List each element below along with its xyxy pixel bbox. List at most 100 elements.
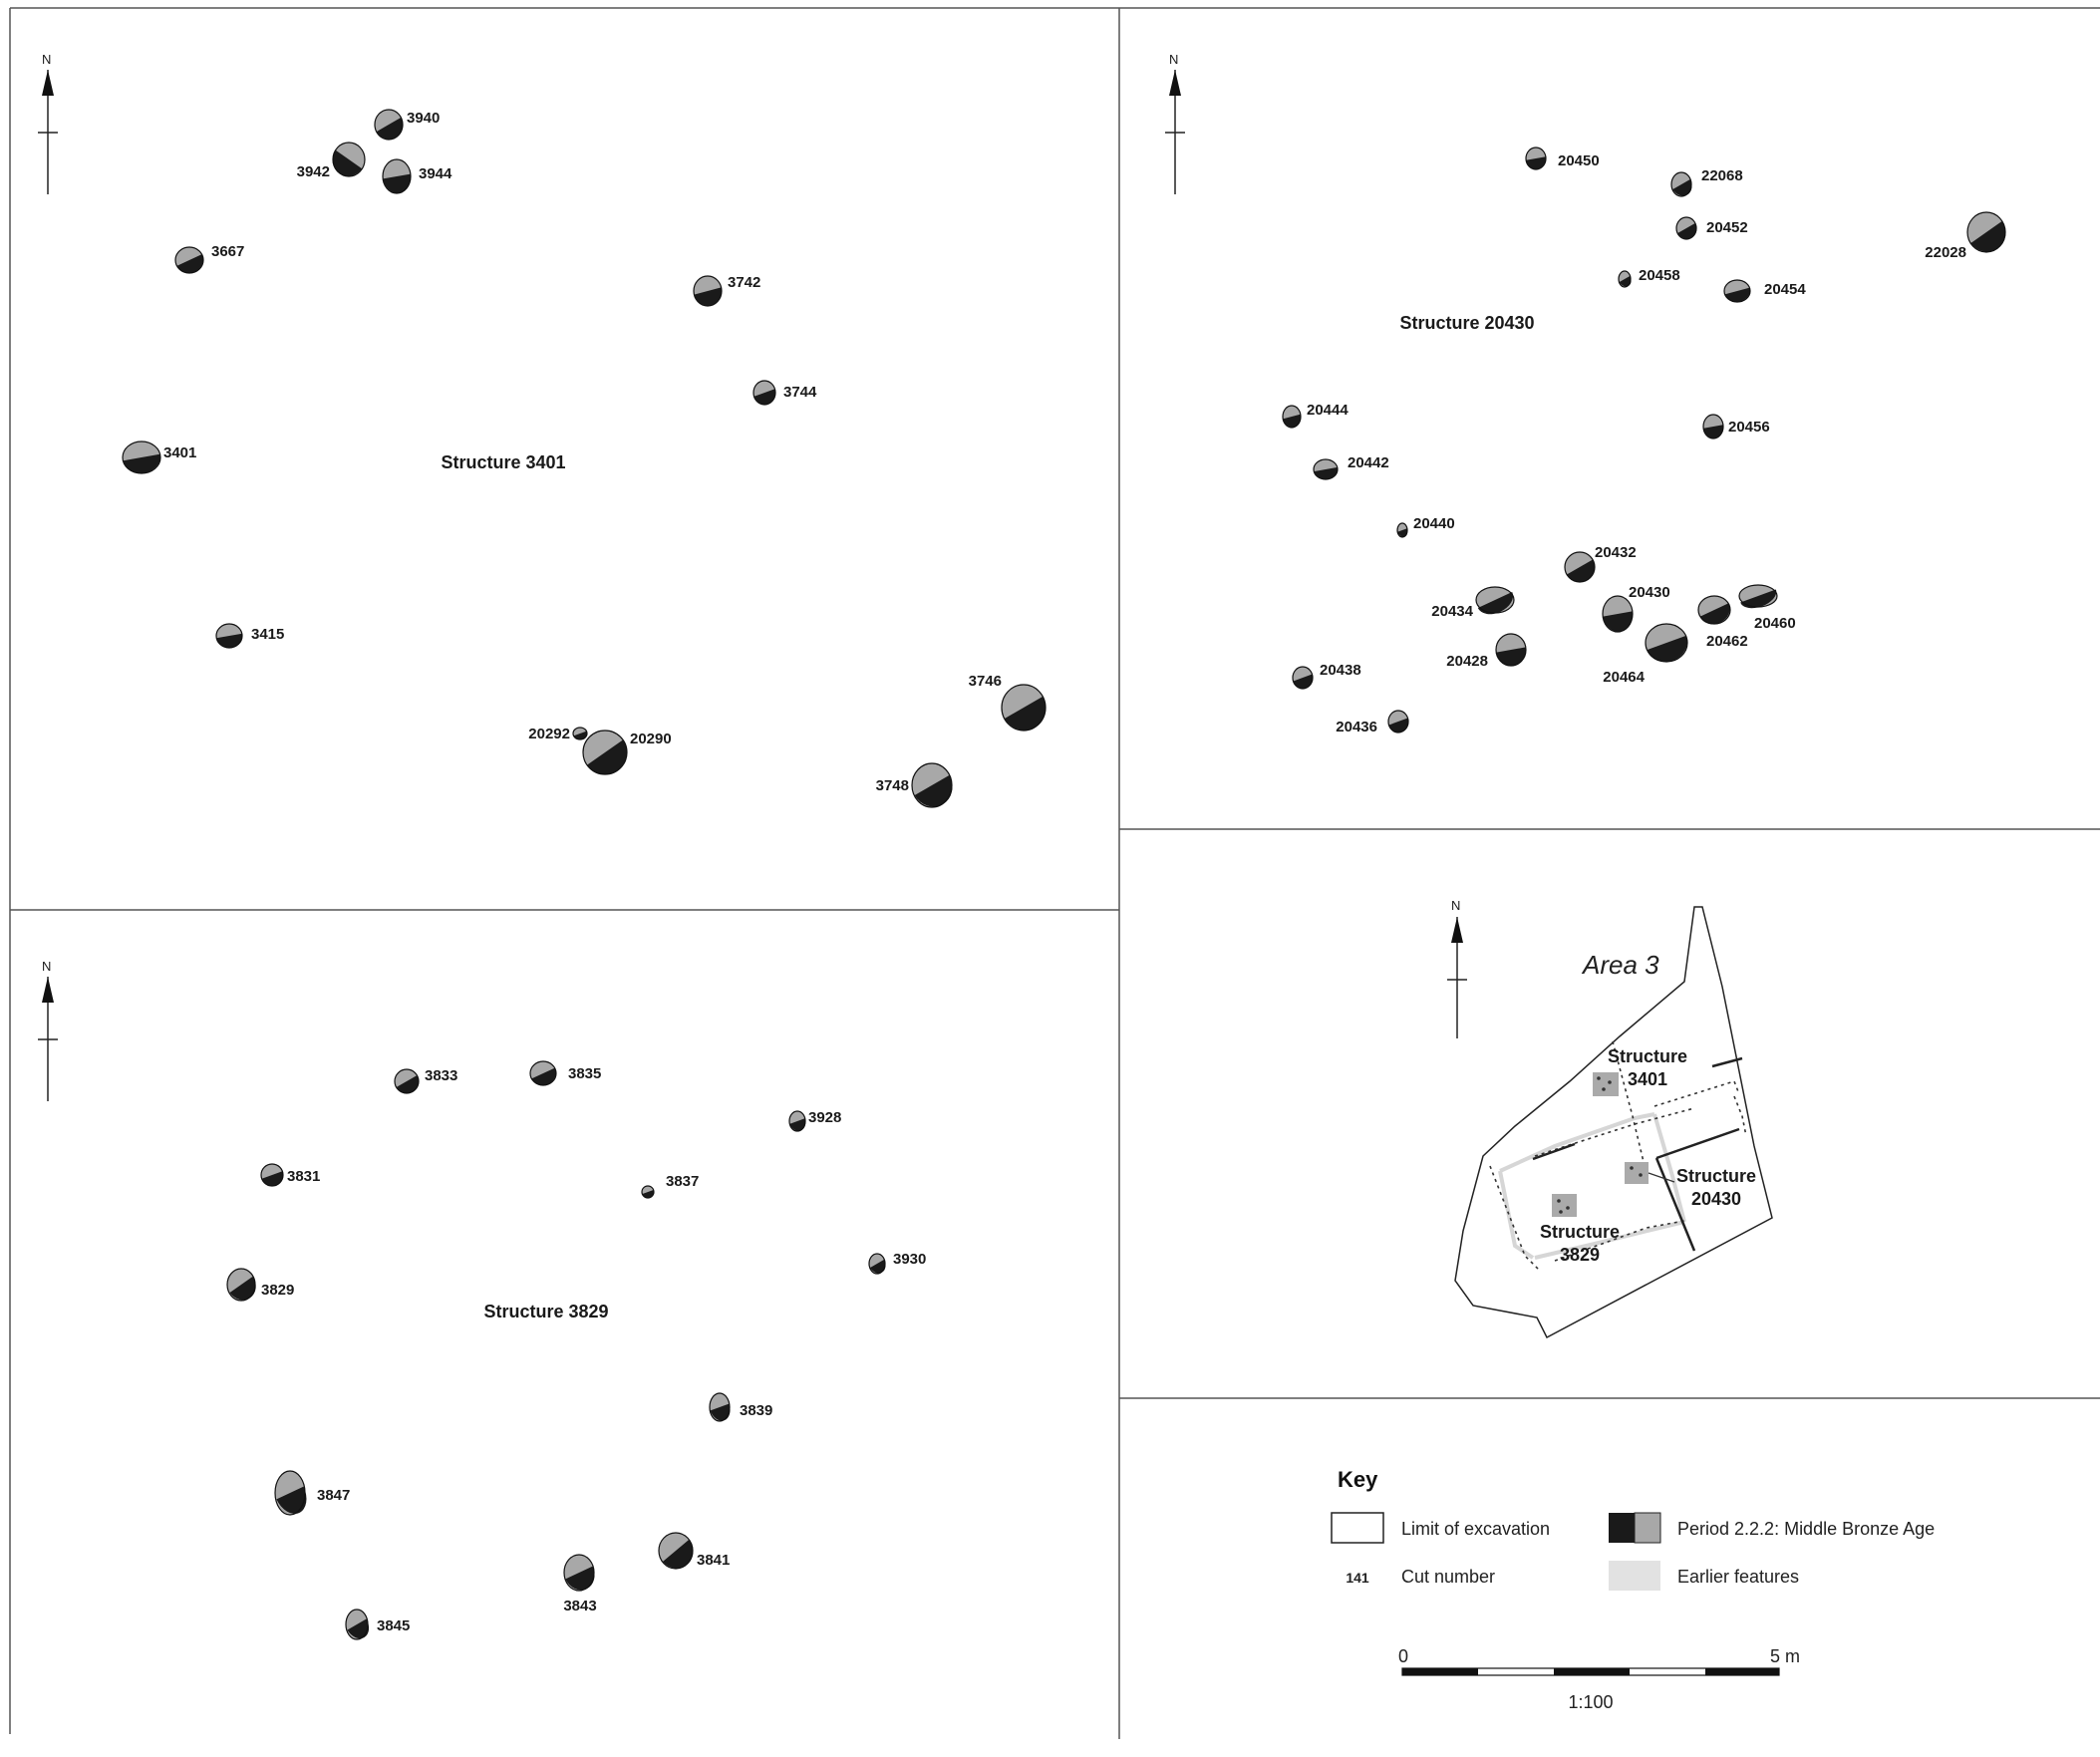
cut-number-label: 20434 bbox=[1431, 603, 1473, 620]
feature-group: 20450 22068 20452 22028 20458 20454 20444 20456… bbox=[1280, 146, 2014, 735]
feature-22028: 22028 bbox=[1925, 211, 2014, 261]
feature-3401: 3401 bbox=[120, 440, 196, 477]
north-label: N bbox=[1451, 898, 1460, 913]
feature-3415: 3415 bbox=[214, 623, 284, 651]
key-limit-swatch bbox=[1331, 1512, 1384, 1544]
feature-20290: 20290 bbox=[582, 730, 672, 783]
north-arrow-icon: N bbox=[1165, 52, 1185, 194]
cut-number-label: 3942 bbox=[297, 163, 330, 180]
structure-title: Structure 3401 bbox=[441, 452, 565, 472]
structure-marker-20430 bbox=[1625, 1162, 1675, 1184]
panel-dividers bbox=[9, 7, 2100, 1739]
feature-3942: 3942 bbox=[297, 142, 366, 183]
feature-20462: 20462 bbox=[1695, 595, 1748, 650]
map-label-structure-3829-line2: 3829 bbox=[1560, 1245, 1600, 1265]
map-key: Key Limit of excavation Period 2.2.2: Mi… bbox=[1331, 1467, 1935, 1591]
north-label: N bbox=[42, 52, 51, 67]
feature-22068: 22068 bbox=[1668, 167, 1743, 200]
cut-number-label: 3415 bbox=[251, 626, 284, 643]
key-title: Key bbox=[1338, 1467, 1378, 1492]
cut-number-label: 3742 bbox=[728, 274, 760, 291]
feature-20456: 20456 bbox=[1701, 414, 1770, 440]
cut-number-label: 3843 bbox=[563, 1598, 596, 1614]
cut-number-label: 20440 bbox=[1413, 515, 1455, 532]
cut-number-label: 3831 bbox=[287, 1168, 320, 1185]
cut-number-label: 3847 bbox=[317, 1487, 350, 1504]
feature-group: 3940 3942 3944 3667 3742 3744 3401 3415 3746 2029… bbox=[120, 109, 1054, 815]
scale-end: 5 m bbox=[1770, 1646, 1800, 1666]
feature-20436: 20436 bbox=[1336, 710, 1412, 735]
cut-number-label: 3940 bbox=[407, 110, 440, 127]
feature-3833: 3833 bbox=[393, 1067, 457, 1098]
cut-number-label: 3833 bbox=[425, 1067, 457, 1084]
feature-20428: 20428 bbox=[1446, 633, 1529, 670]
feature-3847: 3847 bbox=[272, 1470, 350, 1520]
key-period-label: Period 2.2.2: Middle Bronze Age bbox=[1677, 1519, 1935, 1539]
cut-number-label: 20290 bbox=[630, 731, 672, 747]
cut-number-label: 20436 bbox=[1336, 719, 1377, 735]
feature-3839: 3839 bbox=[706, 1392, 772, 1424]
feature-20444: 20444 bbox=[1280, 402, 1349, 430]
feature-3835: 3835 bbox=[527, 1060, 601, 1090]
area-boundary bbox=[1454, 906, 1773, 1339]
key-cut-number-example: 141 bbox=[1346, 1570, 1369, 1586]
feature-20464: 20464 bbox=[1603, 623, 1693, 686]
map-label-structure-3829-line1: Structure bbox=[1540, 1222, 1620, 1242]
feature-20442: 20442 bbox=[1312, 454, 1389, 481]
cut-number-label: 20442 bbox=[1348, 454, 1389, 471]
north-label: N bbox=[1169, 52, 1178, 67]
feature-3746: 3746 bbox=[969, 673, 1054, 738]
cut-number-label: 20454 bbox=[1764, 281, 1806, 298]
key-limit-label: Limit of excavation bbox=[1401, 1519, 1550, 1539]
cut-number-label: 3845 bbox=[377, 1617, 410, 1634]
key-cut-number-label: Cut number bbox=[1401, 1567, 1495, 1587]
feature-20432: 20432 bbox=[1563, 544, 1637, 588]
north-arrow-icon: N bbox=[38, 959, 58, 1101]
cut-number-label: 3667 bbox=[211, 243, 244, 260]
cut-number-label: 20450 bbox=[1558, 152, 1600, 169]
key-earlier-swatch bbox=[1609, 1561, 1660, 1591]
cut-number-label: 20438 bbox=[1320, 662, 1361, 679]
feature-3829: 3829 bbox=[226, 1268, 294, 1307]
feature-20452: 20452 bbox=[1673, 216, 1748, 243]
structure-marker-3829 bbox=[1552, 1194, 1577, 1217]
cut-number-label: 20428 bbox=[1446, 653, 1488, 670]
key-earlier-label: Earlier features bbox=[1677, 1567, 1799, 1587]
cut-number-label: 20452 bbox=[1706, 219, 1748, 236]
feature-3843: 3843 bbox=[561, 1554, 601, 1614]
cut-number-label: 3835 bbox=[568, 1065, 601, 1082]
structure-marker-3401 bbox=[1593, 1072, 1619, 1096]
cut-number-label: 20430 bbox=[1629, 584, 1670, 601]
feature-group: 3833 3835 3928 3831 3837 3930 3829 3839 3847 3841… bbox=[226, 1060, 926, 1643]
feature-3845: 3845 bbox=[344, 1609, 410, 1643]
feature-3930: 3930 bbox=[866, 1251, 926, 1277]
feature-20292: 20292 bbox=[528, 726, 589, 742]
key-period-swatch-dark bbox=[1609, 1513, 1635, 1543]
feature-3744: 3744 bbox=[750, 380, 817, 409]
feature-3742: 3742 bbox=[690, 274, 760, 310]
map-label-structure-20430-line1: Structure bbox=[1676, 1166, 1756, 1186]
north-arrow-icon: N bbox=[38, 52, 58, 194]
trench-solid bbox=[1532, 1056, 1743, 1252]
cut-number-label: 3829 bbox=[261, 1282, 294, 1299]
feature-20434: 20434 bbox=[1431, 586, 1518, 620]
cut-number-label: 20292 bbox=[528, 726, 570, 742]
scale-bar: 0 5 m 1:100 bbox=[1398, 1646, 1800, 1712]
scale-start: 0 bbox=[1398, 1646, 1408, 1666]
feature-20440: 20440 bbox=[1394, 515, 1455, 539]
location-map: N Area 3 bbox=[1447, 898, 1773, 1339]
north-arrow-icon: N bbox=[1447, 898, 1467, 1038]
panel-structure-20430: N Structure 20430 2045022068204522202820… bbox=[1165, 52, 2014, 735]
feature-3928: 3928 bbox=[786, 1109, 841, 1134]
scale-ratio: 1:100 bbox=[1568, 1692, 1613, 1712]
cut-number-label: 3839 bbox=[740, 1402, 772, 1419]
feature-3667: 3667 bbox=[172, 243, 244, 278]
cut-number-label: 3746 bbox=[969, 673, 1002, 690]
map-label-structure-3401-line2: 3401 bbox=[1628, 1069, 1667, 1089]
area-title: Area 3 bbox=[1581, 950, 1659, 980]
feature-20450: 20450 bbox=[1524, 146, 1600, 171]
earlier-features bbox=[1498, 1112, 1686, 1260]
cut-number-label: 3748 bbox=[876, 777, 909, 794]
cut-number-label: 3841 bbox=[697, 1552, 730, 1569]
panel-structure-3401: N Structure 3401 3940 3942 3944 3667 3742 374… bbox=[38, 52, 1054, 815]
